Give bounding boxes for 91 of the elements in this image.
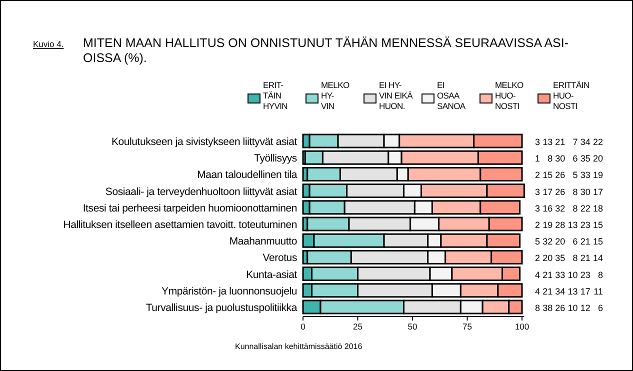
- data-label: 20: [592, 154, 603, 164]
- data-label: 34: [580, 137, 590, 147]
- data-label: 10: [568, 303, 578, 313]
- data-label: 35: [580, 154, 590, 164]
- data-label: 15: [592, 220, 603, 230]
- data-label: 6: [598, 303, 603, 313]
- data-label: 11: [594, 286, 603, 296]
- data-label: 4: [534, 270, 540, 280]
- data-label: 8: [572, 203, 578, 214]
- y-tick-label: Työllisyys: [254, 152, 297, 165]
- data-label: 2: [534, 170, 540, 180]
- data-label: 26: [555, 303, 566, 313]
- data-label: 19: [542, 220, 553, 230]
- data-label: 8: [572, 186, 578, 197]
- x-tick-label: 75: [462, 322, 472, 332]
- data-label: 3: [534, 137, 540, 147]
- data-label: 3: [534, 186, 540, 197]
- y-tick-label: Ympäristön- ja luonnonsuojelu: [162, 285, 298, 298]
- y-tick-label: Verotus: [262, 252, 297, 264]
- x-tick-label: 0: [300, 322, 306, 332]
- data-label: 8: [534, 303, 540, 313]
- data-label: 8: [572, 253, 578, 264]
- data-label: 22: [592, 137, 603, 147]
- data-label: 34: [555, 286, 566, 296]
- data-label: 16: [542, 203, 553, 214]
- data-label: 22: [580, 203, 590, 214]
- data-label: 13: [542, 137, 553, 147]
- y-tick-label: Hallituksen itselleen asettamien tavoitt. toteutuminen: [63, 219, 298, 231]
- data-label: 21: [580, 253, 590, 264]
- legend-label: ERITTÄIN HUO- NOSTI: [553, 80, 590, 111]
- data-label: 5: [572, 170, 578, 180]
- data-label: 20: [542, 253, 553, 264]
- y-tick-label: Maahanmuutto: [229, 236, 298, 248]
- data-label: 17: [580, 286, 590, 296]
- data-label: 30: [580, 186, 590, 197]
- data-label: 7: [572, 137, 578, 147]
- data-label: 3: [534, 203, 540, 214]
- data-label: 19: [592, 170, 603, 180]
- x-tick-label: 25: [353, 322, 363, 332]
- data-label: 28: [555, 220, 566, 230]
- data-label: 21: [542, 286, 553, 296]
- data-label: 33: [555, 270, 566, 280]
- y-tick-label: Maan taloudellinen tila: [197, 169, 298, 182]
- data-label: 15: [592, 236, 603, 247]
- data-label: 32: [555, 203, 566, 214]
- data-label: 8: [548, 154, 553, 164]
- y-tick-label: Kunta-asiat: [246, 268, 298, 281]
- data-label: 33: [580, 170, 590, 180]
- legend-label: EI OSAA SANOA: [437, 80, 466, 111]
- data-label: 14: [592, 253, 603, 264]
- text: Kuvio 4.: [33, 39, 64, 49]
- data-label: 30: [555, 154, 566, 164]
- data-label: 6: [572, 236, 578, 247]
- legend-label: MELKO HUO- NOSTI: [495, 80, 524, 111]
- data-label: 6: [572, 154, 578, 164]
- data-label: 17: [542, 186, 553, 197]
- data-label: 15: [542, 170, 553, 180]
- data-label: 10: [568, 270, 578, 280]
- data-label: 26: [555, 186, 566, 197]
- y-tick-label: Sosiaali- ja terveydenhuoltoon liittyvät asiat: [105, 186, 298, 198]
- data-label: 26: [555, 170, 566, 180]
- data-label: 13: [568, 220, 578, 230]
- data-label: 2: [534, 253, 540, 264]
- data-label: 5: [534, 236, 540, 247]
- data-label: 20: [555, 236, 566, 247]
- text: Kunnallisalan kehittämissäätiö 2016: [235, 342, 363, 351]
- chart-title: MITEN MAAN HALLITUS ON ONNISTUNUT TÄHÄN MENNESSÄ SEURAAVISSA ASI- OISSA (%).: [83, 36, 569, 65]
- x-tick-label: 50: [408, 322, 418, 332]
- data-label: 1: [534, 154, 540, 164]
- legend-label: EI HY- VIN EIKÄ HUON.: [379, 80, 414, 111]
- y-tick-label: Koulutukseen ja sivistykseen liittyvät asiat: [111, 136, 298, 148]
- data-label: 32: [542, 236, 553, 247]
- legend-label: ERIT- TÄIN HYVIN: [263, 80, 288, 111]
- data-label: 21: [580, 236, 590, 247]
- data-label: 2: [534, 220, 540, 230]
- y-tick-label: Itsesi tai perheesi tarpeiden huomioonottaminen: [82, 202, 298, 214]
- legend-label: MELKO HY- VIN: [321, 80, 350, 111]
- data-label: 17: [592, 186, 603, 197]
- data-label: 12: [580, 303, 590, 313]
- data-label: 35: [555, 253, 566, 264]
- data-label: 23: [580, 270, 590, 280]
- x-tick-label: 100: [514, 322, 530, 332]
- data-label: 4: [534, 286, 540, 296]
- data-label: 21: [542, 270, 553, 280]
- data-label: 21: [555, 137, 566, 147]
- data-label: 23: [580, 220, 590, 230]
- data-label: 18: [592, 203, 603, 214]
- y-tick-label: Turvallisuus- ja puolustuspolitiikka: [146, 302, 298, 314]
- data-label: 13: [568, 286, 578, 296]
- data-label: 8: [598, 270, 603, 280]
- data-label: 38: [542, 303, 553, 313]
